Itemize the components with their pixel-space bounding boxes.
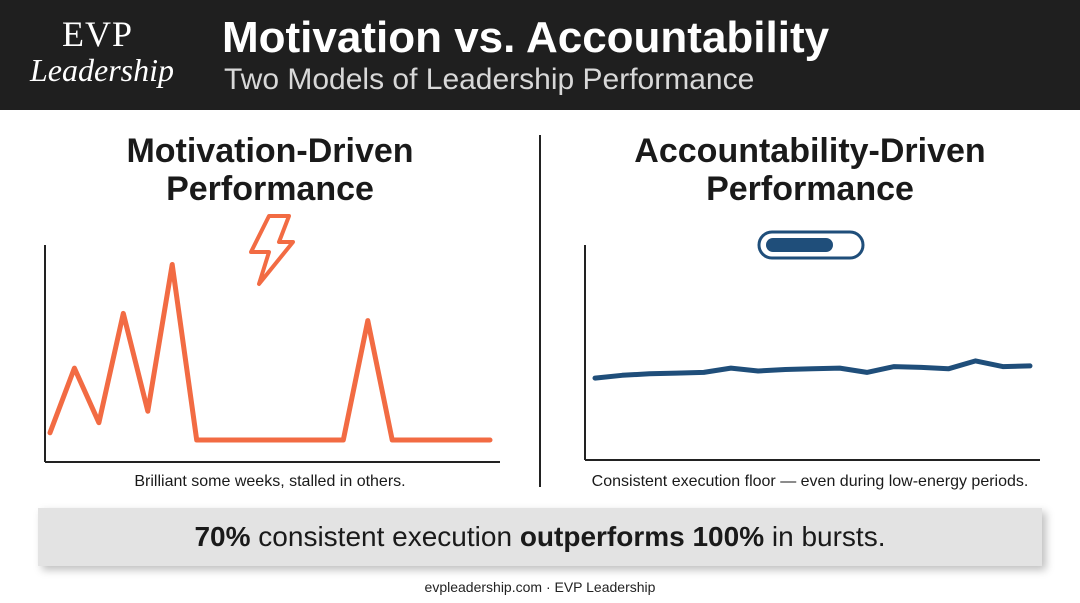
banner-outperforms: outperforms 100% [519,521,765,552]
banner-70-percent: 70% [194,521,251,552]
banner-text-2: in bursts. [764,521,886,552]
takeaway-banner: 70% consistent execution outperforms 100… [38,508,1042,566]
left-title-line1: Motivation-Driven [126,132,414,170]
battery-icon [757,230,865,260]
panel-divider [539,135,541,487]
lightning-bolt-icon [249,214,295,286]
footer: evpleadership.com · EVP Leadership [424,579,656,595]
right-caption: Consistent execution floor — even during… [591,473,1029,490]
left-title-line2: Performance [166,170,374,208]
logo-evp: EVP [62,14,134,54]
banner-text-1: consistent execution [250,521,520,552]
header-bar: EVP Leadership Motivation vs. Accountabi… [0,0,1080,110]
battery-fill [766,238,833,252]
logo: EVP Leadership [30,16,190,88]
left-caption: Brilliant some weeks, stalled in others. [134,473,406,490]
right-panel-title: Accountability-Driven Performance [590,132,1030,208]
left-panel-title: Motivation-Driven Performance [50,132,490,208]
right-title-line2: Performance [706,170,914,208]
logo-leadership: Leadership [30,52,174,88]
page-title: Motivation vs. Accountability [222,13,830,62]
right-title-line1: Accountability-Driven [634,132,986,170]
page-subtitle: Two Models of Leadership Performance [224,63,755,96]
accountability-series-line [592,358,1033,381]
